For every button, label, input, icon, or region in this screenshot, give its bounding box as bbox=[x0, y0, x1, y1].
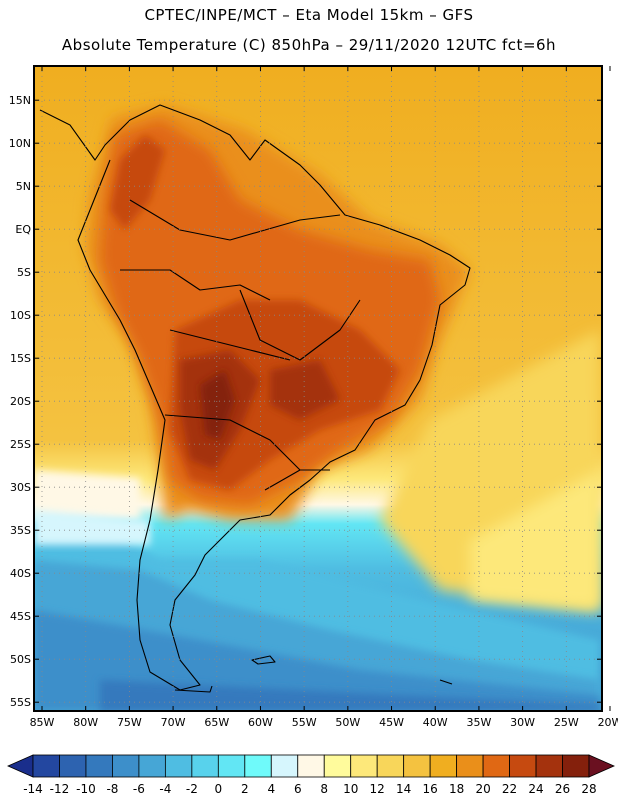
colorbar-level-label: 24 bbox=[528, 782, 543, 796]
colorbar-level-label: 6 bbox=[294, 782, 302, 796]
lon-tick-label: 50W bbox=[335, 716, 360, 729]
colorbar-level-label: -12 bbox=[50, 782, 70, 796]
lon-tick-label: 30W bbox=[510, 716, 535, 729]
colorbar-box bbox=[323, 754, 352, 778]
colorbar-box bbox=[164, 754, 193, 778]
map-subtitle: Absolute Temperature (C) 850hPa – 29/11/… bbox=[61, 36, 557, 54]
lat-tick-label: 15S bbox=[10, 352, 31, 365]
colorbar-level-label: 14 bbox=[396, 782, 411, 796]
lat-tick-label: 50S bbox=[10, 653, 31, 666]
lon-tick-label: 20W bbox=[598, 716, 618, 729]
colorbar-level-label: 8 bbox=[320, 782, 328, 796]
colorbar-box bbox=[59, 754, 87, 778]
colorbar-level-label: -2 bbox=[186, 782, 198, 796]
colorbar-box bbox=[509, 754, 537, 778]
colorbar-level-label: 20 bbox=[475, 782, 490, 796]
colorbar-box bbox=[350, 754, 378, 778]
lat-tick-label: 10S bbox=[10, 309, 31, 322]
lon-tick-label: 25W bbox=[554, 716, 579, 729]
lat-tick-label: 10N bbox=[9, 137, 31, 150]
temperature-field bbox=[34, 66, 602, 711]
colorbar-box bbox=[85, 754, 113, 778]
lat-tick-label: 40S bbox=[10, 567, 31, 580]
lon-tick-label: 65W bbox=[204, 716, 229, 729]
lon-tick-label: 85W bbox=[30, 716, 55, 729]
map-frame bbox=[33, 65, 603, 712]
colorbar-high-arrow bbox=[588, 754, 615, 778]
colorbar-box bbox=[429, 754, 458, 778]
colorbar-level-label: -4 bbox=[159, 782, 171, 796]
lon-tick-label: 40W bbox=[423, 716, 448, 729]
lat-tick-label: 15N bbox=[9, 94, 31, 107]
colorbar-box bbox=[456, 754, 484, 778]
lon-tick-label: 45W bbox=[379, 716, 404, 729]
colorbar-box bbox=[482, 754, 510, 778]
colorbar-box bbox=[244, 754, 272, 778]
colorbar-level-label: 4 bbox=[267, 782, 275, 796]
lat-tick-label: EQ bbox=[15, 223, 31, 236]
lat-tick-label: 30S bbox=[10, 481, 31, 494]
colorbar-box bbox=[535, 754, 563, 778]
lat-tick-label: 45S bbox=[10, 610, 31, 623]
colorbar-low-arrow bbox=[7, 754, 34, 778]
map-axes: 15N 10N 5N EQ 5S 10S 15S 20S 25S 30S 35S 40S 45S 50S 5… bbox=[9, 66, 618, 729]
colorbar-level-label: 26 bbox=[555, 782, 570, 796]
lon-tick-label: 60W bbox=[248, 716, 273, 729]
colorbar: -14 -12 -10 -8 -6 -4 -2 0 2 4 6 8 10 12 14 16 18 20 22 24 26… bbox=[7, 754, 615, 796]
lat-tick-label: 25S bbox=[10, 438, 31, 451]
lat-tick-label: 35S bbox=[10, 524, 31, 537]
colorbar-level-label: -6 bbox=[133, 782, 145, 796]
lon-tick-label: 55W bbox=[292, 716, 317, 729]
lat-tick-label: 55S bbox=[10, 696, 31, 709]
lon-tick-label: 70W bbox=[161, 716, 186, 729]
colorbar-level-label: -14 bbox=[23, 782, 43, 796]
map-title: CPTEC/INPE/MCT – Eta Model 15km – GFS bbox=[144, 6, 474, 24]
colorbar-level-label: 22 bbox=[502, 782, 517, 796]
colorbar-level-label: 12 bbox=[370, 782, 385, 796]
colorbar-level-label: -10 bbox=[76, 782, 96, 796]
colorbar-level-label: 28 bbox=[581, 782, 596, 796]
colorbar-level-label: 2 bbox=[241, 782, 249, 796]
lon-tick-label: 35W bbox=[466, 716, 491, 729]
colorbar-box bbox=[112, 754, 140, 778]
colorbar-box bbox=[562, 754, 590, 778]
colorbar-box bbox=[270, 754, 299, 778]
colorbar-level-label: -8 bbox=[106, 782, 118, 796]
colorbar-level-label: 16 bbox=[423, 782, 438, 796]
lat-tick-label: 5N bbox=[16, 180, 31, 193]
colorbar-box bbox=[376, 754, 405, 778]
coastlines bbox=[39, 104, 471, 693]
colorbar-box bbox=[138, 754, 166, 778]
lon-tick-label: 80W bbox=[73, 716, 98, 729]
colorbar-box bbox=[403, 754, 431, 778]
lon-tick-label: 75W bbox=[117, 716, 142, 729]
colorbar-level-label: 0 bbox=[215, 782, 223, 796]
colorbar-level-label: 10 bbox=[343, 782, 358, 796]
lat-tick-label: 20S bbox=[10, 395, 31, 408]
colorbar-level-label: 18 bbox=[449, 782, 464, 796]
colorbar-box bbox=[191, 754, 219, 778]
colorbar-box bbox=[217, 754, 246, 778]
colorbar-box bbox=[32, 754, 60, 778]
lat-tick-label: 5S bbox=[17, 266, 31, 279]
colorbar-box bbox=[297, 754, 325, 778]
